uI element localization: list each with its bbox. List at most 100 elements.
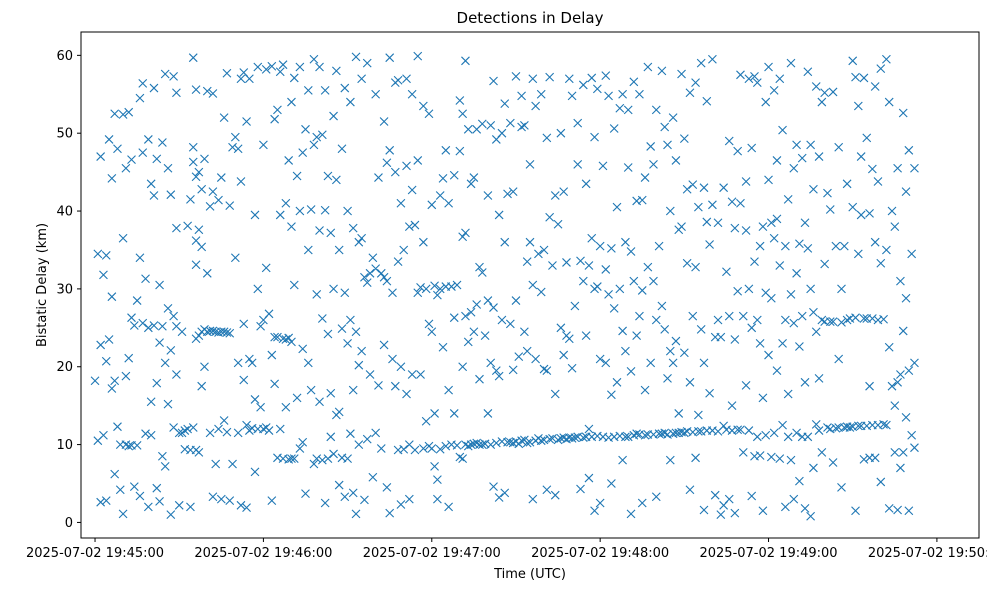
data-point [522, 257, 532, 267]
data-point [141, 429, 150, 439]
data-point [592, 84, 602, 94]
data-point [505, 319, 515, 329]
data-point [845, 423, 855, 432]
data-point [550, 389, 560, 399]
data-point [719, 183, 729, 193]
data-point [803, 67, 813, 77]
data-point [797, 153, 807, 163]
data-point [110, 469, 120, 479]
data-point [191, 85, 201, 94]
data-point [806, 284, 816, 294]
data-point [772, 366, 782, 376]
x-axis-label: Time (UTC) [493, 567, 566, 582]
data-point [795, 239, 804, 249]
data-point [660, 428, 670, 438]
data-point [435, 444, 445, 454]
data-point [882, 245, 891, 255]
data-point [688, 311, 698, 321]
data-point [163, 303, 173, 313]
data-point [738, 447, 748, 457]
data-point [842, 179, 852, 189]
data-point [441, 441, 451, 451]
data-point [163, 163, 173, 173]
data-point [601, 71, 611, 80]
data-point [244, 354, 254, 364]
data-point [609, 124, 619, 133]
data-point [635, 89, 644, 99]
data-point [197, 242, 207, 252]
data-point [113, 144, 122, 154]
data-point [149, 83, 159, 93]
data-point [463, 124, 473, 134]
data-point [261, 263, 271, 273]
x-axis: 2025-07-02 19:45:00 2025-07-02 19:46:00 20… [26, 538, 987, 561]
data-point [769, 233, 779, 243]
data-point [281, 335, 291, 344]
data-point [898, 108, 908, 118]
data-point [312, 454, 322, 463]
data-point [811, 327, 821, 337]
data-point [629, 276, 639, 286]
data-point [138, 148, 148, 158]
data-point [379, 117, 389, 126]
data-point [870, 82, 880, 91]
data-point [461, 311, 470, 321]
data-point [761, 430, 771, 440]
data-point [778, 420, 787, 430]
data-point [587, 73, 597, 83]
data-point [155, 280, 164, 290]
data-point [806, 511, 816, 521]
data-point [230, 253, 240, 263]
data-point [792, 140, 801, 150]
data-point [191, 260, 201, 270]
data-point [713, 218, 723, 228]
data-point [867, 314, 877, 323]
data-point [562, 258, 571, 267]
data-point [750, 257, 759, 267]
data-point [713, 315, 723, 325]
data-point [438, 342, 448, 352]
data-point [447, 282, 456, 291]
data-point [483, 296, 493, 305]
data-point [637, 195, 647, 205]
data-point [598, 161, 608, 171]
data-point [901, 293, 911, 303]
data-point [859, 73, 869, 83]
data-point [814, 426, 824, 435]
data-point [186, 194, 195, 204]
data-point [264, 309, 274, 319]
data-point [522, 438, 532, 448]
data-point [160, 461, 170, 471]
data-point [859, 454, 869, 464]
data-point [284, 156, 294, 165]
data-point [472, 438, 482, 448]
data-point [747, 491, 757, 501]
data-point [716, 332, 726, 342]
data-point [764, 62, 773, 72]
data-point [413, 51, 423, 61]
data-point [862, 133, 872, 143]
data-point [733, 286, 743, 296]
data-point [823, 423, 832, 432]
data-point [194, 447, 204, 457]
data-point [466, 440, 476, 449]
data-point [205, 428, 215, 438]
data-point [256, 321, 265, 331]
data-point [225, 201, 235, 210]
data-point [517, 91, 526, 101]
data-point [525, 159, 535, 169]
data-point [649, 159, 658, 169]
data-point [786, 289, 796, 299]
data-point [188, 423, 198, 432]
plot-frame [80, 31, 980, 539]
data-point [486, 440, 496, 449]
data-point [699, 183, 709, 193]
data-point [528, 74, 538, 84]
data-point [315, 397, 324, 407]
data-point [896, 276, 905, 286]
data-point [228, 142, 237, 152]
data-point [149, 321, 159, 330]
data-point [867, 164, 877, 174]
data-point [433, 475, 442, 485]
data-point [385, 508, 395, 518]
